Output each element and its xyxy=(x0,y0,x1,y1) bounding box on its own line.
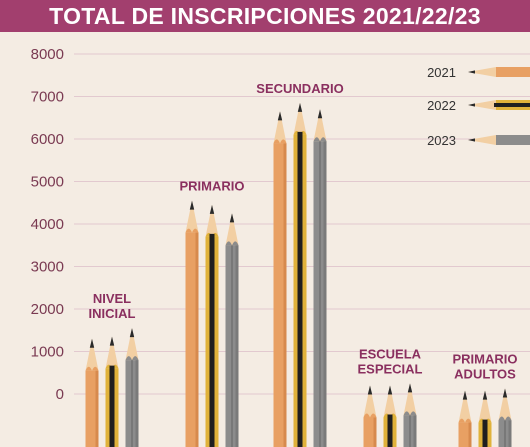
legend-item-2021: 2021 xyxy=(427,65,530,80)
bar-pencil-2022-4 xyxy=(478,390,492,447)
legend-label: 2022 xyxy=(427,98,456,113)
bar-pencil-2022-3 xyxy=(383,385,397,447)
bar-pencil-2021-4 xyxy=(458,390,472,447)
y-tick-label: 8000 xyxy=(31,46,64,63)
y-tick-label: 0 xyxy=(56,386,64,403)
bar-pencil-2023-4 xyxy=(498,388,512,447)
bar-pencil-2022-1 xyxy=(205,204,219,447)
legend-label: 2021 xyxy=(427,65,456,80)
category-label: ESCUELA ESPECIAL xyxy=(357,346,422,376)
legend-label: 2023 xyxy=(427,133,456,148)
bar-pencil-2021-0 xyxy=(85,338,99,447)
y-tick-label: 3000 xyxy=(31,259,64,276)
y-tick-label: 7000 xyxy=(31,89,64,106)
bar-pencil-2023-1 xyxy=(225,213,239,447)
bar-pencil-2023-0 xyxy=(125,328,139,447)
legend-item-2023: 2023 xyxy=(427,133,530,148)
chart-title: TOTAL DE INSCRIPCIONES 2021/22/23 xyxy=(49,2,481,29)
y-tick-label: 6000 xyxy=(31,131,64,148)
y-tick-label: 1000 xyxy=(31,344,64,361)
title-bar: TOTAL DE INSCRIPCIONES 2021/22/23 xyxy=(0,0,530,32)
category-label: PRIMARIO xyxy=(180,179,245,194)
category-label: NIVEL INICIAL xyxy=(89,291,136,321)
legend-item-2022: 2022 xyxy=(427,98,530,113)
bar-pencil-2022-0 xyxy=(105,336,119,447)
bar-pencil-2023-3 xyxy=(403,383,417,447)
bar-pencil-2023-2 xyxy=(313,109,327,447)
y-tick-label: 4000 xyxy=(31,216,64,233)
category-label: SECUNDARIO xyxy=(256,81,343,96)
bar-pencil-2022-2 xyxy=(293,102,307,447)
y-tick-label: 2000 xyxy=(31,301,64,318)
bar-pencil-2021-3 xyxy=(363,385,377,447)
category-label: PRIMARIO ADULTOS xyxy=(453,351,518,381)
y-tick-label: 5000 xyxy=(31,174,64,191)
bar-pencil-2021-1 xyxy=(185,200,199,447)
bar-pencil-2021-2 xyxy=(273,111,287,447)
